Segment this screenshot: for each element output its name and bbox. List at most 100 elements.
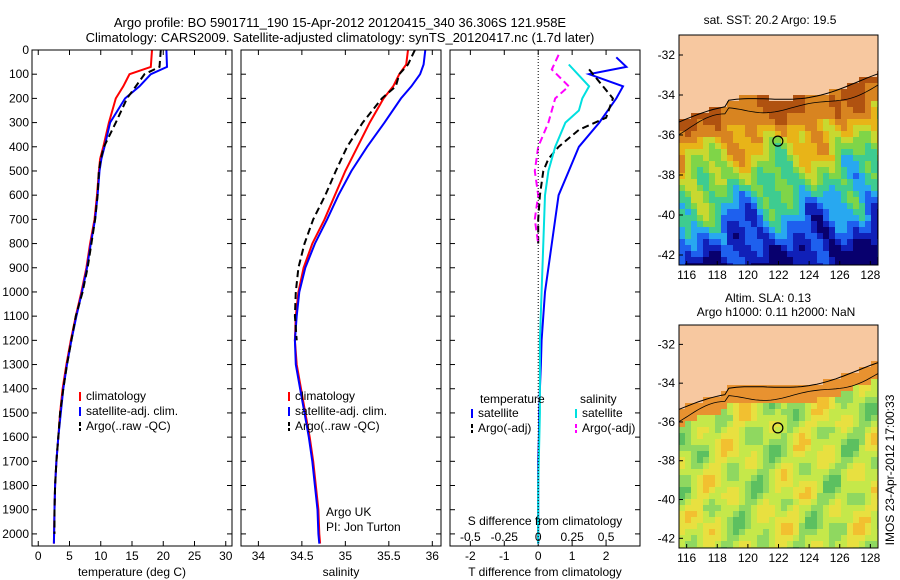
- map-cell: [841, 403, 848, 410]
- map-cell: [691, 439, 698, 446]
- map-cell: [775, 403, 782, 410]
- map-cell: [769, 221, 776, 228]
- map-cell: [805, 475, 812, 482]
- map-cell: [745, 355, 752, 362]
- map-cell: [805, 143, 812, 150]
- map-cell: [859, 41, 866, 48]
- map-cell: [841, 337, 848, 344]
- map-cell: [763, 505, 770, 512]
- map-cell: [739, 463, 746, 470]
- map-cell: [745, 131, 752, 138]
- map-cell: [715, 185, 722, 192]
- salinity-tick-label: -0.5: [460, 530, 481, 544]
- map-cell: [769, 487, 776, 494]
- map-cell: [709, 475, 716, 482]
- map-cell: [841, 433, 848, 440]
- map-cell: [721, 209, 728, 216]
- map-cell: [715, 379, 722, 386]
- map-cell: [817, 433, 824, 440]
- map-cell: [841, 349, 848, 356]
- map-cell: [799, 107, 806, 114]
- map-cell: [709, 361, 716, 368]
- map-cell: [697, 463, 704, 470]
- map-cell: [751, 499, 758, 506]
- map-cell: [853, 529, 860, 536]
- map-cell: [841, 487, 848, 494]
- map-cell: [715, 161, 722, 168]
- map-cell: [787, 403, 794, 410]
- map-cell: [835, 47, 842, 54]
- map-cell: [685, 233, 692, 240]
- map-cell: [739, 119, 746, 126]
- map-cell: [793, 227, 800, 234]
- map-cell: [685, 167, 692, 174]
- map-cell: [727, 523, 734, 530]
- map-cell: [697, 245, 704, 252]
- map-cell: [769, 457, 776, 464]
- map-cell: [709, 185, 716, 192]
- map-cell: [721, 409, 728, 416]
- map-cell: [853, 107, 860, 114]
- x-tick-label: 35.5: [377, 549, 401, 563]
- x-tick-label: 30: [219, 549, 233, 563]
- map-cell: [793, 361, 800, 368]
- map-cell: [757, 367, 764, 374]
- map-cell: [697, 209, 704, 216]
- map-cell: [775, 445, 782, 452]
- map-cell: [787, 415, 794, 422]
- map-cell: [703, 481, 710, 488]
- map-cell: [781, 41, 788, 48]
- map-cell: [721, 487, 728, 494]
- map-cell: [715, 535, 722, 542]
- map-cell: [769, 379, 776, 386]
- map-cell: [865, 475, 872, 482]
- map-cell: [709, 337, 716, 344]
- map-cell: [739, 349, 746, 356]
- map-cell: [709, 511, 716, 518]
- map-cell: [853, 197, 860, 204]
- map-cell: [697, 137, 704, 144]
- map-cell: [799, 427, 806, 434]
- map-cell: [799, 535, 806, 542]
- map-cell: [763, 403, 770, 410]
- map-cell: [841, 113, 848, 120]
- map-x-tick-label: 126: [830, 551, 850, 565]
- map-cell: [847, 535, 854, 542]
- map-cell: [781, 409, 788, 416]
- map-cell: [871, 499, 878, 506]
- map-cell: [763, 41, 770, 48]
- map-cell: [847, 197, 854, 204]
- map-cell: [679, 481, 686, 488]
- map-cell: [817, 155, 824, 162]
- map-cell: [745, 245, 752, 252]
- map-cell: [793, 487, 800, 494]
- map-cell: [715, 355, 722, 362]
- map-cell: [859, 469, 866, 476]
- map-cell: [805, 35, 812, 42]
- map-cell: [715, 391, 722, 398]
- map-cell: [793, 337, 800, 344]
- map-cell: [745, 251, 752, 258]
- map-cell: [865, 457, 872, 464]
- map-cell: [715, 505, 722, 512]
- map-cell: [811, 89, 818, 96]
- map-cell: [715, 499, 722, 506]
- map-cell: [757, 505, 764, 512]
- map-cell: [721, 511, 728, 518]
- map-cell: [763, 257, 770, 264]
- map-cell: [757, 427, 764, 434]
- map-cell: [757, 439, 764, 446]
- map-cell: [829, 161, 836, 168]
- map-cell: [745, 523, 752, 530]
- map-cell: [697, 65, 704, 72]
- map-cell: [751, 251, 758, 258]
- map-cell: [811, 191, 818, 198]
- map-cell: [715, 349, 722, 356]
- map-cell: [691, 415, 698, 422]
- map-cell: [817, 161, 824, 168]
- map-cell: [871, 529, 878, 536]
- map-cell: [715, 469, 722, 476]
- map-cell: [871, 391, 878, 398]
- map-cell: [853, 167, 860, 174]
- map-cell: [763, 77, 770, 84]
